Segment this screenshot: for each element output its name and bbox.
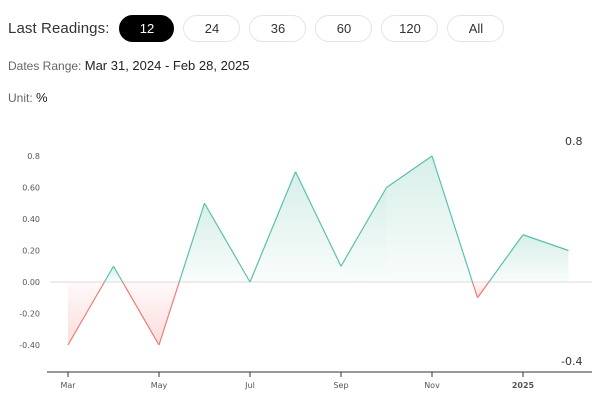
range-option-60[interactable]: 60 [315, 14, 373, 42]
range-option-12[interactable]: 12 [119, 14, 175, 42]
range-selector: Last Readings: 12 24 36 60 120 All [8, 13, 513, 43]
series-line-segment [103, 265, 115, 283]
dates-range: Dates Range: Mar 31, 2024 - Feb 28, 2025 [8, 58, 250, 73]
range-option-120[interactable]: 120 [381, 14, 439, 42]
series-line-segment [340, 187, 388, 267]
y-tick-label: 0.60 [22, 184, 40, 193]
series-line-segment [178, 203, 206, 283]
y-tick-label: 0.00 [22, 278, 40, 287]
positive-area [295, 171, 341, 282]
series-line-segment [471, 281, 479, 298]
positive-area [523, 234, 569, 282]
series-line-segment [522, 234, 569, 252]
range-option-all[interactable]: All [447, 14, 505, 42]
x-tick-label: May [151, 381, 168, 390]
unit: Unit: % [8, 90, 48, 105]
positive-area [386, 156, 432, 282]
x-tick-label: Nov [424, 381, 440, 390]
range-buttons: 12 24 36 60 120 All [119, 14, 513, 42]
range-option-24[interactable]: 24 [183, 14, 241, 42]
range-selector-label: Last Readings: [8, 19, 110, 37]
min-value-label: -0.4 [561, 355, 582, 368]
range-option-36[interactable]: 36 [249, 14, 307, 42]
series-line-segment [249, 171, 297, 283]
series-line-segment [67, 281, 105, 346]
series-line-segment [122, 281, 160, 346]
y-tick-label: -0.20 [19, 310, 40, 319]
x-tick-label: Sep [333, 381, 348, 390]
unit-value: % [36, 90, 48, 105]
dates-range-label: Dates Range: [8, 59, 82, 73]
max-value-label: 0.8 [565, 135, 583, 148]
y-tick-label: 0.40 [22, 215, 40, 224]
dates-range-value: Mar 31, 2024 - Feb 28, 2025 [84, 58, 250, 73]
series-line-segment [431, 155, 474, 283]
unit-label: Unit: [8, 91, 33, 105]
positive-area [341, 187, 387, 282]
series-line-segment [386, 155, 433, 188]
series-line-segment [294, 171, 342, 267]
series-line-segment [158, 281, 180, 346]
x-tick-label: Mar [60, 381, 76, 390]
series-line-segment [488, 234, 524, 283]
y-tick-label: 0.8 [27, 152, 40, 161]
x-tick-label: Jul [244, 381, 255, 390]
y-tick-label: -0.40 [19, 341, 40, 350]
series-line-segment [203, 202, 251, 283]
x-tick-label: 2025 [512, 381, 535, 390]
series-line-segment [477, 281, 490, 299]
y-tick-label: 0.20 [22, 247, 40, 256]
series-line-segment [112, 265, 124, 283]
